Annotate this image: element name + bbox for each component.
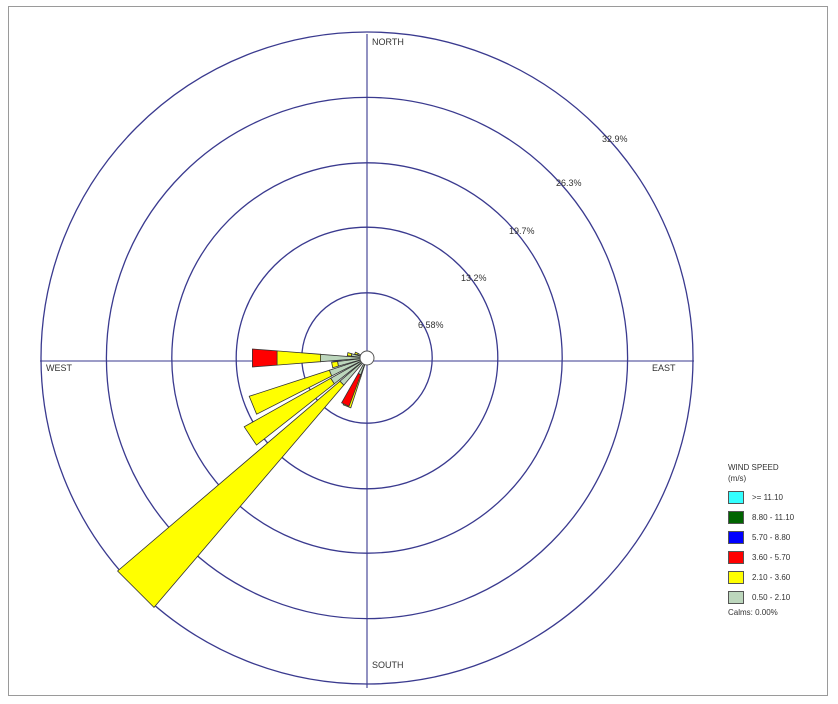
legend-title-1: WIND SPEED xyxy=(728,463,779,472)
legend-label: 8.80 - 11.10 xyxy=(752,512,795,522)
direction-label-west: WEST xyxy=(46,363,73,373)
petal-6-segment-1 xyxy=(276,350,322,366)
direction-label-north: NORTH xyxy=(372,37,404,47)
legend-swatch xyxy=(728,550,744,564)
legend-label: 2.10 - 3.60 xyxy=(752,572,791,582)
legend-label: >= 11.10 xyxy=(752,492,783,502)
legend-swatch xyxy=(728,530,744,544)
legend-rows: >= 11.10 8.80 - 11.10 5.70 - 8.80 3.60 - 5.… xyxy=(728,490,828,604)
legend-row-1: >= 11.10 xyxy=(728,490,828,504)
ring-labels-group: 6.58% 13.2% 19.7% 26.3% 32.9% xyxy=(418,134,628,330)
petal-9-segment-2 xyxy=(341,372,362,407)
center-calm-circle xyxy=(359,350,375,366)
legend-swatch xyxy=(728,590,744,604)
legend-row-2: 8.80 - 11.10 xyxy=(728,510,828,524)
ring-label-1: 6.58% xyxy=(418,320,444,330)
petal-5-segment-1 xyxy=(331,361,339,369)
legend: WIND SPEED (m/s) >= 11.10 8.80 - 11.10 5.7… xyxy=(728,462,828,617)
petal-3-segment-1 xyxy=(243,377,335,446)
legend-swatch xyxy=(728,510,744,524)
legend-row-4: 3.60 - 5.70 xyxy=(728,550,828,564)
legend-swatch xyxy=(728,570,744,584)
direction-label-south: SOUTH xyxy=(372,660,404,670)
ring-label-3: 19.7% xyxy=(509,226,535,236)
petal-4-segment-1 xyxy=(248,369,333,415)
ring-label-4: 26.3% xyxy=(556,178,582,188)
legend-label: 5.70 - 8.80 xyxy=(752,532,791,542)
legend-row-6: 0.50 - 2.10 xyxy=(728,590,828,604)
legend-row-5: 2.10 - 3.60 xyxy=(728,570,828,584)
ring-label-5: 32.9% xyxy=(602,134,628,144)
ring-label-2: 13.2% xyxy=(461,273,487,283)
petal-7-segment-1 xyxy=(346,352,353,357)
legend-row-3: 5.70 - 8.80 xyxy=(728,530,828,544)
petals-group xyxy=(117,348,368,608)
legend-swatch xyxy=(728,490,744,504)
legend-title-2: (m/s) xyxy=(728,474,747,483)
direction-label-east: EAST xyxy=(652,363,676,373)
legend-label: 3.60 - 5.70 xyxy=(752,552,791,562)
petal-2-segment-1 xyxy=(117,380,345,608)
legend-label: 0.50 - 2.10 xyxy=(752,592,791,602)
petal-6-segment-2 xyxy=(251,348,278,368)
petal-8-segment-1 xyxy=(354,351,359,356)
calms-label: Calms: 0.00% xyxy=(728,608,778,617)
